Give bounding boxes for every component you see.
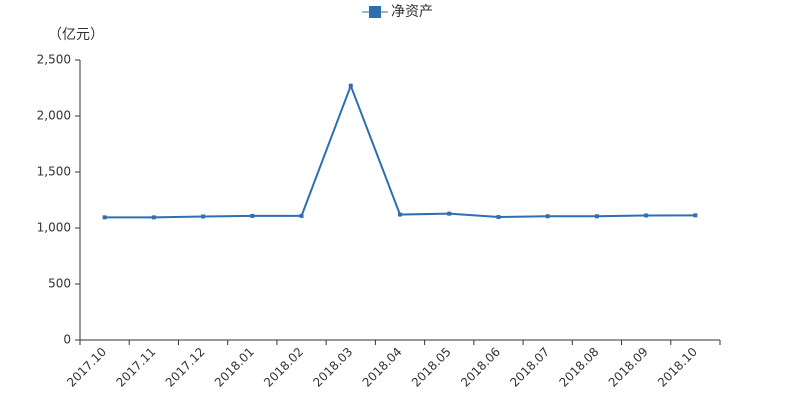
point: [299, 213, 304, 218]
x-tick-label: 2018.09: [606, 345, 651, 390]
y-tick-label: 1,500: [37, 165, 71, 179]
x-tick-label: 2018.05: [409, 345, 454, 390]
point: [693, 213, 698, 218]
x-tick-label: 2018.07: [507, 345, 552, 390]
x-tick-label: 2018.03: [310, 345, 355, 390]
x-tick-label: 2018.01: [212, 345, 257, 390]
x-tick-label: 2017.10: [64, 345, 109, 390]
y-tick-label: 500: [48, 277, 71, 291]
y-tick-label: 2,500: [37, 53, 71, 67]
x-tick-label: 2018.06: [458, 345, 503, 390]
legend-marker: [369, 6, 381, 18]
y-tick-label: 2,000: [37, 109, 71, 123]
point: [250, 213, 255, 218]
y-axis-title: （亿元）: [48, 27, 104, 43]
point: [201, 214, 206, 219]
point: [151, 215, 156, 220]
point: [644, 213, 649, 218]
point: [398, 212, 402, 217]
x-tick-label: 2018.10: [655, 345, 700, 390]
x-tick-label: 2018.08: [557, 345, 602, 390]
point: [594, 214, 599, 219]
series-line: [104, 82, 696, 219]
point: [447, 211, 452, 216]
point: [348, 83, 353, 88]
y-tick-label: 1,000: [37, 221, 71, 235]
point: [496, 215, 501, 220]
legend-label: 净资产: [391, 4, 433, 20]
x-tick-label: 2017.11: [113, 345, 158, 390]
y-tick-label: 0: [63, 333, 71, 347]
point: [102, 215, 107, 220]
x-tick-label: 2017.12: [163, 345, 208, 390]
x-tick-label: 2018.04: [360, 345, 405, 390]
point: [545, 214, 550, 219]
x-tick-label: 2018.02: [261, 345, 306, 390]
